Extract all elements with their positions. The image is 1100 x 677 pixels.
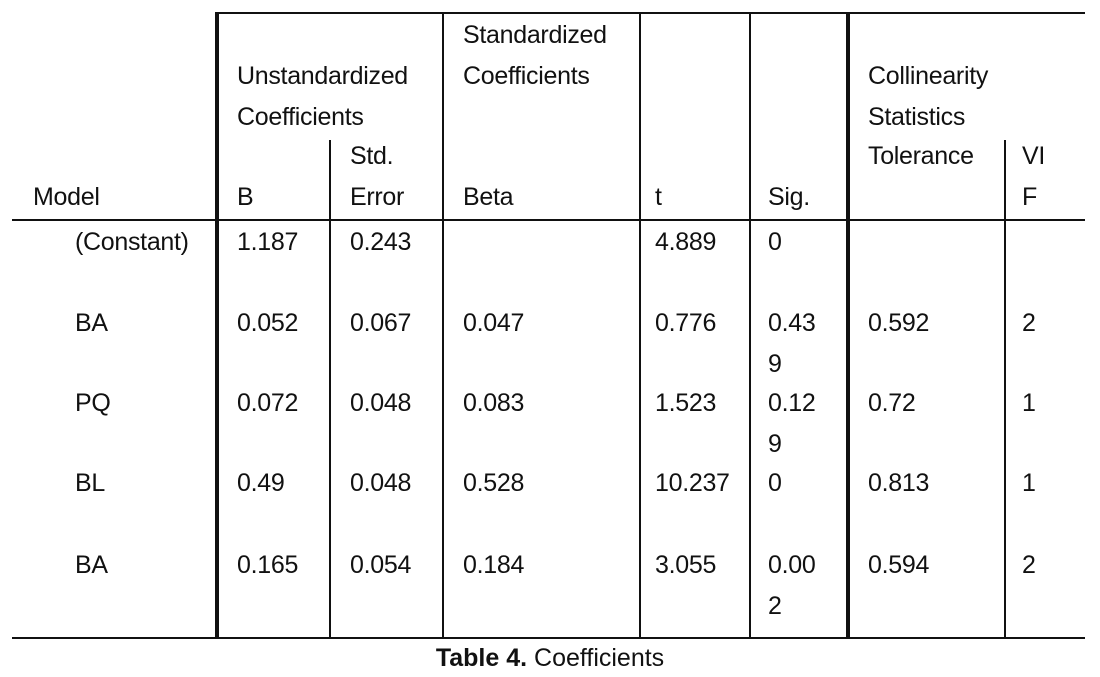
rule <box>639 12 641 639</box>
rule <box>12 219 1085 221</box>
row-label: BA <box>75 551 108 579</box>
cell-value: 0 <box>768 228 782 256</box>
caption: Table 4. Coefficients <box>0 640 1100 676</box>
cell-value: 0.243 <box>350 228 412 256</box>
group-header: Collinearity Statistics <box>868 62 989 131</box>
row-label: PQ <box>75 389 111 417</box>
cell-value: 10.237 <box>655 469 730 497</box>
cell-value: 1 <box>1022 389 1036 417</box>
cell-value: 0.072 <box>237 389 299 417</box>
column-header: Model <box>33 183 100 211</box>
cell-value: 0.067 <box>350 309 412 337</box>
rule <box>215 12 219 639</box>
cell-value: 0.129 <box>768 389 816 458</box>
column-header: Std. Error <box>350 142 405 211</box>
cell-value: 0.052 <box>237 309 299 337</box>
cell-value: 0.776 <box>655 309 717 337</box>
cell-value: 0.048 <box>350 469 412 497</box>
cell-value: 0.002 <box>768 551 816 620</box>
cell-value: 0.184 <box>463 551 525 579</box>
row-label: BA <box>75 309 108 337</box>
cell-value: 0.439 <box>768 309 816 378</box>
cell-value: 0.528 <box>463 469 525 497</box>
group-header: Standardized Coefficients <box>463 21 607 90</box>
cell-value: 1 <box>1022 469 1036 497</box>
column-header: Beta <box>463 183 514 211</box>
cell-value: 0.813 <box>868 469 930 497</box>
cell-value: 3.055 <box>655 551 717 579</box>
rule <box>1004 140 1006 639</box>
row-label: (Constant) <box>75 228 189 256</box>
cell-value: 0.594 <box>868 551 930 579</box>
column-header: t <box>655 183 662 211</box>
cell-value: 0.592 <box>868 309 930 337</box>
column-header: Tolerance <box>868 142 974 170</box>
cell-value: 0 <box>768 469 782 497</box>
rule <box>329 140 331 639</box>
cell-value: 0.083 <box>463 389 525 417</box>
cell-value: 0.048 <box>350 389 412 417</box>
rule <box>846 12 850 639</box>
column-header: VIF <box>1022 142 1046 211</box>
rule <box>749 12 751 639</box>
cell-value: 0.047 <box>463 309 525 337</box>
rule <box>217 12 1085 14</box>
cell-value: 1.187 <box>237 228 299 256</box>
row-label: BL <box>75 469 105 497</box>
cell-value: 0.054 <box>350 551 412 579</box>
cell-value: 0.165 <box>237 551 299 579</box>
cell-value: 4.889 <box>655 228 717 256</box>
column-header: B <box>237 183 254 211</box>
cell-value: 2 <box>1022 309 1036 337</box>
caption-text: Coefficients <box>534 644 665 672</box>
cell-value: 0.72 <box>868 389 916 417</box>
group-header: Unstandardized Coefficients <box>237 62 408 131</box>
cell-value: 1.523 <box>655 389 717 417</box>
cell-value: 0.49 <box>237 469 285 497</box>
cell-value: 2 <box>1022 551 1036 579</box>
rule <box>442 12 444 639</box>
caption-label: Table 4. <box>435 644 528 672</box>
rule <box>12 637 1085 639</box>
column-header: Sig. <box>768 183 810 211</box>
